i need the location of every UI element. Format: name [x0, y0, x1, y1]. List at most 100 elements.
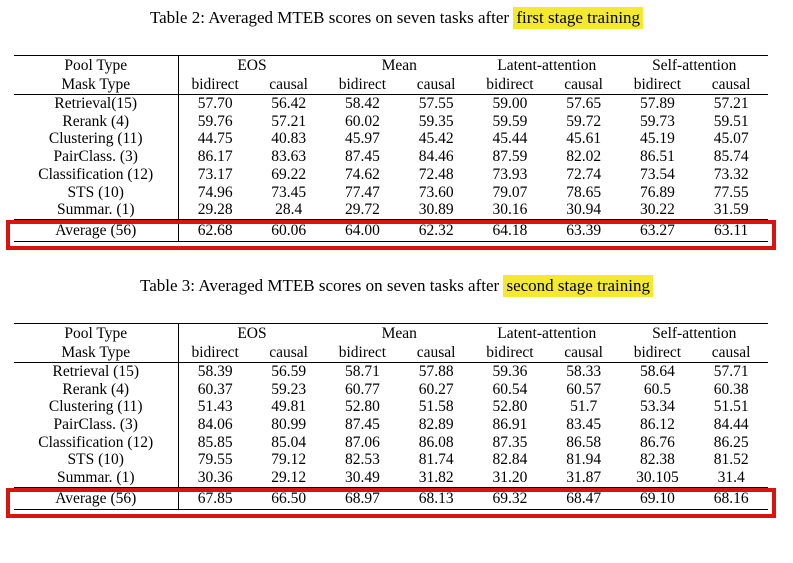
score-cell: 59.23: [271, 380, 307, 398]
score-cell: 30.22: [639, 201, 675, 219]
score-cell: 60.77: [344, 380, 380, 398]
pooling-group-header: Mean: [381, 324, 417, 342]
score-cell: 58.39: [197, 362, 233, 380]
header-group-row: Pool Type EOS Mean Latent-attention Self-att…: [14, 323, 768, 343]
mask-col-header: bidirect: [486, 76, 534, 93]
score-cell: 51.43: [197, 398, 233, 416]
score-cell: 45.42: [418, 130, 454, 148]
mask-col-header: causal: [564, 343, 603, 361]
table-row: Retrieval (15) 58.39 56.59 58.71 57.88 59.36 5…: [14, 362, 768, 381]
table-2-caption-highlight: first stage training: [513, 7, 644, 29]
average-score-cell: 66.50: [271, 489, 307, 507]
score-cell: 57.21: [713, 95, 749, 112]
score-cell: 73.93: [492, 165, 528, 183]
score-cell: 87.06: [344, 433, 380, 451]
average-score-cell: 64.00: [344, 221, 380, 239]
task-label: Summar. (1): [14, 201, 179, 220]
table-row: Retrieval(15) 57.70 56.42 58.42 57.55 59.00 57…: [14, 94, 768, 113]
score-cell: 59.00: [492, 95, 528, 112]
table-3-header: Pool Type EOS Mean Latent-attention Self-att…: [14, 323, 768, 363]
average-score-cell: 69.10: [639, 489, 675, 507]
score-cell: 30.105: [636, 469, 679, 487]
table-2-header: Pool Type EOS Mean Latent-attention Self-att…: [14, 55, 768, 95]
score-cell: 79.07: [492, 183, 528, 201]
table-3-caption-text: Table 3: Averaged MTEB scores on seven t…: [140, 275, 504, 295]
table-3-wrap: Pool Type EOS Mean Latent-attention Self-att…: [6, 322, 776, 519]
average-score-cell: 68.97: [344, 489, 380, 507]
score-cell: 81.52: [713, 451, 749, 469]
score-cell: 45.07: [713, 130, 749, 148]
task-label: Summar. (1): [14, 469, 179, 488]
table-3-caption: Table 3: Averaged MTEB scores on seven t…: [0, 249, 793, 297]
score-cell: 82.89: [418, 416, 454, 434]
score-cell: 60.02: [344, 112, 380, 130]
mask-col-header: bidirect: [191, 343, 239, 361]
score-cell: 30.36: [197, 469, 233, 487]
score-cell: 30.89: [418, 201, 454, 219]
score-cell: 87.35: [492, 433, 528, 451]
score-cell: 86.51: [639, 148, 675, 166]
score-cell: 84.44: [713, 416, 749, 434]
table-3: Pool Type EOS Mean Latent-attention Self-att…: [14, 322, 768, 510]
score-cell: 59.51: [713, 112, 749, 130]
score-cell: 80.99: [271, 416, 307, 434]
score-cell: 58.42: [344, 95, 380, 112]
score-cell: 78.65: [566, 183, 602, 201]
score-cell: 44.75: [197, 130, 233, 148]
average-score-cell: 60.06: [271, 221, 307, 239]
score-cell: 79.55: [197, 451, 233, 469]
score-cell: 58.64: [639, 362, 675, 380]
pooling-group-header: EOS: [237, 324, 267, 342]
average-row: Average (56) 67.85 66.50 68.97 68.13 69.32 68.…: [14, 487, 768, 510]
table-2: Pool Type EOS Mean Latent-attention Self-att…: [14, 55, 768, 242]
pooling-group-header: Self-attention: [652, 57, 737, 74]
average-label: Average (56): [14, 487, 179, 510]
score-cell: 29.28: [197, 201, 233, 219]
mask-col-header: causal: [711, 76, 751, 93]
mask-col-header: bidirect: [633, 76, 682, 93]
mask-col-header: causal: [416, 76, 456, 93]
score-cell: 77.55: [713, 183, 749, 201]
score-cell: 51.7: [570, 398, 598, 416]
score-cell: 60.5: [643, 380, 671, 398]
pooling-group-header: Latent-attention: [497, 57, 597, 74]
score-cell: 52.80: [492, 398, 528, 416]
task-label: Clustering (11): [14, 130, 179, 149]
average-score-cell: 64.18: [492, 221, 528, 239]
table-2-outer-rule: Pool Type EOS Mean Latent-attention Self-att…: [14, 55, 768, 249]
score-cell: 57.70: [197, 95, 233, 112]
mask-col-header: bidirect: [338, 343, 387, 361]
score-cell: 86.12: [639, 416, 675, 434]
score-cell: 59.72: [566, 112, 602, 130]
score-cell: 73.60: [418, 183, 454, 201]
table-row: Rerank (4) 59.76 57.21 60.02 59.35 59.59 59.72…: [14, 112, 768, 131]
mask-col-header: causal: [711, 343, 751, 361]
score-cell: 82.84: [492, 451, 528, 469]
score-cell: 86.08: [418, 433, 454, 451]
task-label: Classification (12): [14, 165, 179, 184]
table-3-average-body: Average (56) 67.85 66.50 68.97 68.13 69.32 68.…: [14, 487, 768, 510]
score-cell: 84.46: [418, 148, 454, 166]
average-score-cell: 62.68: [197, 221, 233, 239]
score-cell: 31.20: [492, 469, 528, 487]
average-score-cell: 62.32: [418, 221, 454, 239]
score-cell: 29.72: [344, 201, 380, 219]
score-cell: 60.38: [713, 380, 749, 398]
score-cell: 87.45: [344, 148, 380, 166]
score-cell: 86.58: [566, 433, 602, 451]
score-cell: 82.53: [344, 451, 380, 469]
average-score-cell: 63.11: [713, 221, 749, 239]
pooling-group-header: EOS: [237, 57, 267, 74]
score-cell: 72.48: [418, 165, 454, 183]
score-cell: 86.91: [492, 416, 528, 434]
pooling-group-header: Mean: [381, 57, 417, 74]
score-cell: 56.59: [271, 362, 307, 380]
task-label: Retrieval(15): [14, 94, 179, 113]
score-cell: 73.54: [639, 165, 675, 183]
score-cell: 51.58: [418, 398, 454, 416]
table-row: PairClass. (3) 86.17 83.63 87.45 84.46 87.59 8…: [14, 148, 768, 166]
table-row: STS (10) 79.55 79.12 82.53 81.74 82.84 81.94 82…: [14, 451, 768, 470]
score-cell: 51.51: [713, 398, 749, 416]
task-label: STS (10): [14, 183, 179, 202]
pool-type-header: Pool Type: [14, 323, 179, 343]
